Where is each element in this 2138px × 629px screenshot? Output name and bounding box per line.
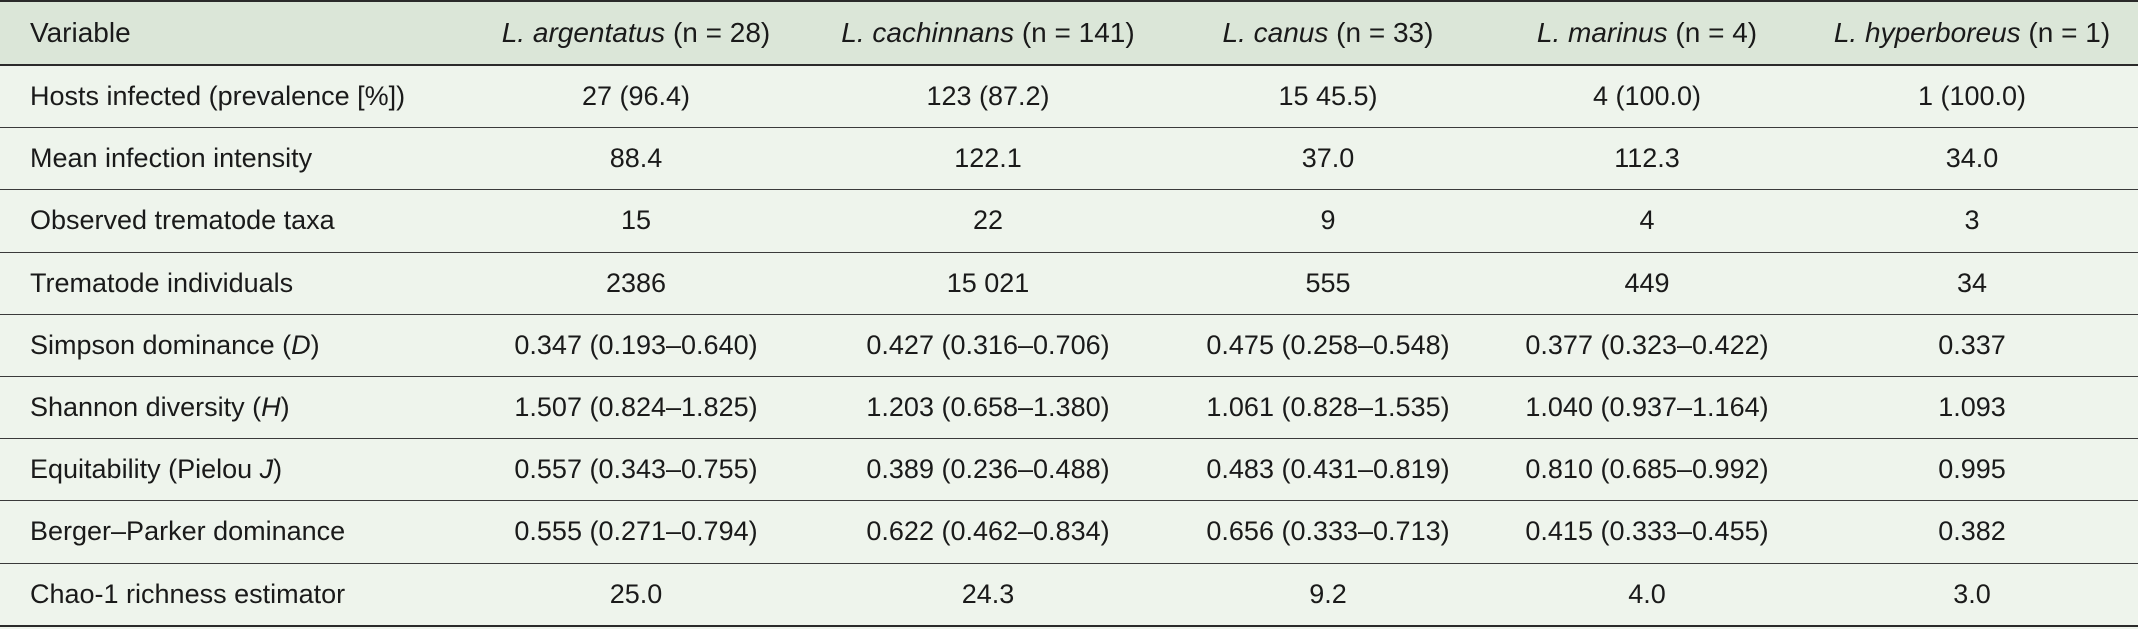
sample-size: (n = 141) [1014, 17, 1135, 48]
header-species-1: L. argentatus (n = 28) [464, 1, 808, 65]
table-cell: 0.656 (0.333–0.713) [1206, 516, 1450, 547]
sample-size: (n = 4) [1667, 17, 1758, 48]
row-label: Simpson dominance (D) [0, 314, 464, 376]
table-cell: 0.810 (0.685–0.992) [1525, 454, 1769, 485]
table-row: Shannon diversity (H) 1.507 (0.824–1.825)… [0, 376, 2138, 439]
row-label-text: Trematode individuals [30, 267, 294, 298]
row-label-symbol: J [259, 454, 274, 485]
table-cell: 4 (100.0) [1592, 81, 1702, 112]
table-cell: 2386 [605, 267, 667, 298]
table-cell: 88.4 [609, 143, 663, 174]
table-cell: 25.0 [609, 578, 663, 609]
table-cell: 0.337 [1938, 329, 2006, 360]
row-label: Trematode individuals [0, 252, 464, 314]
table-cell: 34 [1956, 267, 1988, 298]
species-name: L. hyperboreus [1833, 17, 2021, 48]
table-cell: 24.3 [961, 578, 1015, 609]
species-name: L. canus [1222, 17, 1329, 48]
header-row: Variable L. argentatus (n = 28) L. cachi… [0, 1, 2138, 65]
table-cell: 9 [1320, 205, 1336, 236]
table-cell: 1 (100.0) [1917, 81, 2027, 112]
header-variable: Variable [30, 17, 131, 48]
table-body: Hosts infected (prevalence [%]) 27 (96.4)… [0, 65, 2138, 626]
table-cell: 1.507 (0.824–1.825) [514, 392, 758, 423]
table-cell: 34.0 [1945, 143, 1999, 174]
table-cell: 1.203 (0.658–1.380) [866, 392, 1110, 423]
table-cell: 449 [1624, 267, 1670, 298]
table-cell: 0.555 (0.271–0.794) [514, 516, 758, 547]
sample-size: (n = 33) [1328, 17, 1434, 48]
table-cell: 0.415 (0.333–0.455) [1525, 516, 1769, 547]
row-label: Berger–Parker dominance [0, 501, 464, 563]
table-cell: 0.557 (0.343–0.755) [514, 454, 758, 485]
table-cell: 1.040 (0.937–1.164) [1525, 392, 1769, 423]
table-cell: 4.0 [1628, 578, 1666, 609]
table-cell: 22 [972, 205, 1004, 236]
row-label-suffix: ) [280, 392, 290, 423]
table-cell: 3.0 [1953, 578, 1991, 609]
table-cell: 0.995 [1938, 454, 2006, 485]
species-name: L. marinus [1536, 17, 1668, 48]
table-cell: 0.377 (0.323–0.422) [1525, 329, 1769, 360]
table-cell: 3 [1964, 205, 1980, 236]
row-label-text: Simpson dominance ( [30, 329, 292, 360]
table-cell: 4 [1639, 205, 1655, 236]
table-cell: 122.1 [954, 143, 1022, 174]
table-header: Variable L. argentatus (n = 28) L. cachi… [0, 1, 2138, 65]
row-label: Mean infection intensity [0, 128, 464, 190]
table-cell: 0.347 (0.193–0.640) [514, 329, 758, 360]
row-label-symbol: D [291, 329, 311, 360]
row-label: Hosts infected (prevalence [%]) [0, 65, 464, 128]
table-row: Equitability (Pielou J) 0.557 (0.343–0.75… [0, 439, 2138, 501]
table-row: Simpson dominance (D) 0.347 (0.193–0.640)… [0, 314, 2138, 377]
header-species-4: L. marinus (n = 4) [1488, 1, 1806, 65]
table-row: Chao-1 richness estimator 25.0 24.3 9.2 4.0 3… [0, 563, 2138, 626]
table-cell: 0.622 (0.462–0.834) [866, 516, 1110, 547]
table-cell: 1.093 [1938, 392, 2006, 423]
row-label-text: Shannon diversity ( [30, 392, 262, 423]
row-label: Shannon diversity (H) [0, 376, 464, 438]
species-name: L. cachinnans [841, 17, 1015, 48]
row-label-text: Berger–Parker dominance [30, 516, 346, 547]
species-name: L. argentatus [501, 17, 666, 48]
sample-size: (n = 28) [665, 17, 771, 48]
row-label-text: Mean infection intensity [30, 143, 313, 174]
table-cell: 0.483 (0.431–0.819) [1206, 454, 1450, 485]
table-row: Mean infection intensity 88.4 122.1 37.0 112… [0, 128, 2138, 190]
table-cell: 15 021 [946, 267, 1030, 298]
table-row: Observed trematode taxa 15 22 9 4 3 [0, 190, 2138, 253]
table-cell: 37.0 [1301, 143, 1355, 174]
header-species-5: L. hyperboreus (n = 1) [1806, 1, 2138, 65]
table-cell: 123 (87.2) [926, 81, 1050, 112]
row-label: Chao-1 richness estimator [0, 563, 464, 626]
row-label-text: Hosts infected (prevalence [%]) [30, 81, 406, 112]
table-cell: 15 45.5) [1278, 81, 1378, 112]
row-label-text: Chao-1 richness estimator [30, 578, 346, 609]
table-row: Trematode individuals 2386 15 021 555 449 34 [0, 252, 2138, 315]
table-cell: 15 [620, 205, 652, 236]
table-row: Hosts infected (prevalence [%]) 27 (96.4)… [0, 65, 2138, 128]
table-cell: 1.061 (0.828–1.535) [1206, 392, 1450, 423]
sample-size: (n = 1) [2020, 17, 2111, 48]
table-cell: 0.389 (0.236–0.488) [866, 454, 1110, 485]
row-label-symbol: H [261, 392, 281, 423]
table-cell: 0.382 [1938, 516, 2006, 547]
table-cell: 9.2 [1309, 578, 1347, 609]
table-cell: 0.427 (0.316–0.706) [866, 329, 1110, 360]
row-label: Equitability (Pielou J) [0, 439, 464, 501]
row-label-suffix: ) [273, 454, 283, 485]
row-label: Observed trematode taxa [0, 190, 464, 252]
table-cell: 555 [1305, 267, 1351, 298]
row-label-suffix: ) [310, 329, 320, 360]
row-label-text: Observed trematode taxa [30, 205, 335, 236]
table-cell: 112.3 [1614, 143, 1680, 174]
header-species-3: L. canus (n = 33) [1168, 1, 1488, 65]
table-row: Berger–Parker dominance 0.555 (0.271–0.79… [0, 501, 2138, 563]
table-cell: 0.475 (0.258–0.548) [1206, 329, 1450, 360]
table-cell: 27 (96.4) [581, 81, 691, 112]
row-label-text: Equitability (Pielou [30, 454, 260, 485]
header-species-2: L. cachinnans (n = 141) [808, 1, 1168, 65]
